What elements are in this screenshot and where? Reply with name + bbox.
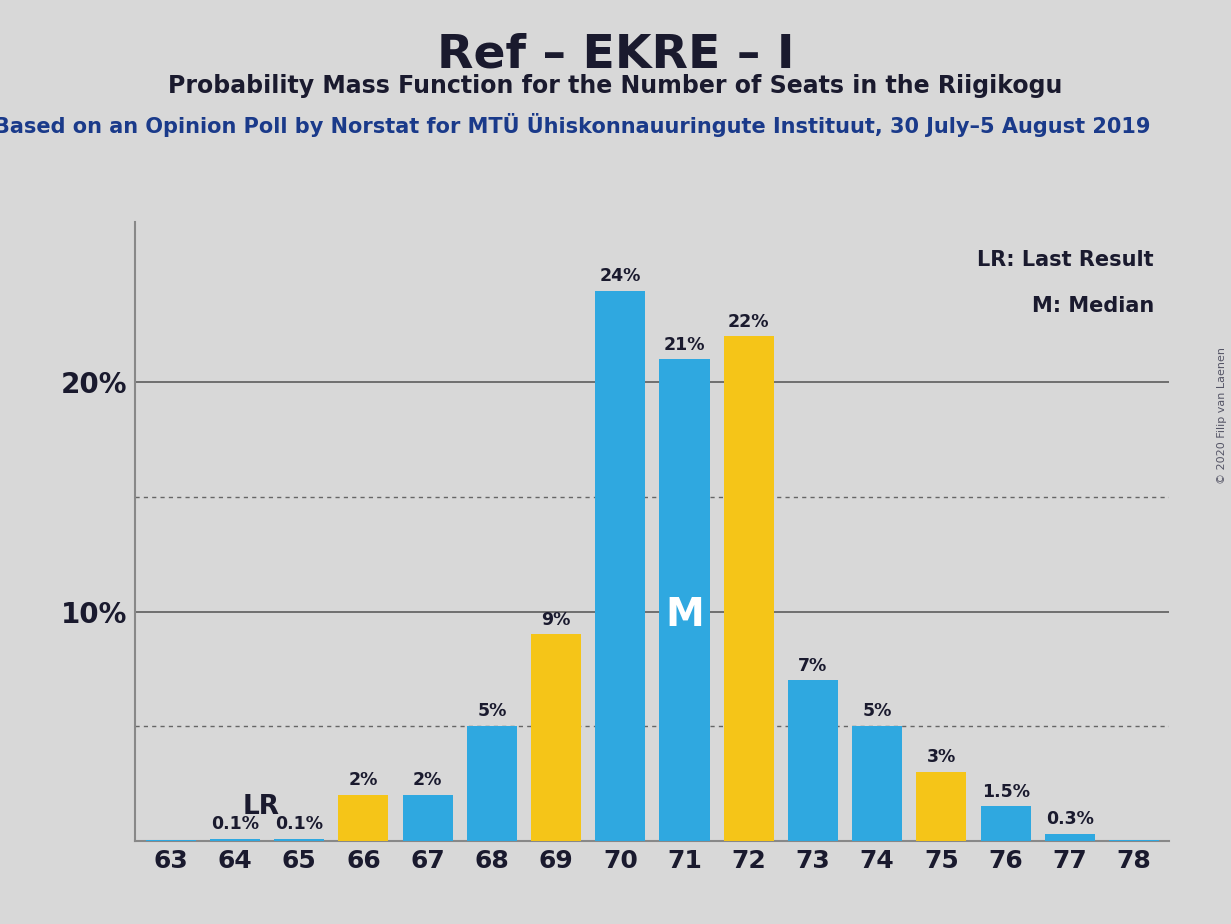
Text: 9%: 9%: [542, 611, 571, 628]
Text: Ref – EKRE – I: Ref – EKRE – I: [437, 32, 794, 78]
Text: Based on an Opinion Poll by Norstat for MTÜ Ühiskonnauuringute Instituut, 30 Jul: Based on an Opinion Poll by Norstat for …: [0, 113, 1150, 137]
Text: 5%: 5%: [863, 702, 892, 721]
Text: M: Median: M: Median: [1032, 296, 1153, 316]
Text: © 2020 Filip van Laenen: © 2020 Filip van Laenen: [1217, 347, 1227, 484]
Bar: [403, 795, 453, 841]
Bar: [916, 772, 966, 841]
Text: 0.1%: 0.1%: [276, 815, 324, 833]
Text: 24%: 24%: [599, 267, 641, 285]
Text: LR: LR: [243, 795, 279, 821]
Text: 7%: 7%: [799, 657, 827, 675]
Text: M: M: [665, 596, 704, 634]
Text: 0.1%: 0.1%: [211, 815, 259, 833]
Text: 22%: 22%: [728, 312, 769, 331]
Bar: [852, 726, 902, 841]
Text: 0.3%: 0.3%: [1046, 810, 1094, 828]
Text: 3%: 3%: [927, 748, 956, 766]
Bar: [145, 840, 196, 841]
Bar: [1109, 840, 1160, 841]
Text: 2%: 2%: [348, 772, 378, 789]
Bar: [788, 680, 838, 841]
Text: 21%: 21%: [664, 335, 705, 354]
Text: 2%: 2%: [412, 772, 442, 789]
Bar: [531, 635, 581, 841]
Bar: [339, 795, 389, 841]
Bar: [596, 290, 645, 841]
Text: Probability Mass Function for the Number of Seats in the Riigikogu: Probability Mass Function for the Number…: [169, 74, 1062, 98]
Bar: [211, 839, 260, 841]
Bar: [275, 839, 324, 841]
Bar: [981, 807, 1030, 841]
Bar: [467, 726, 517, 841]
Bar: [660, 359, 709, 841]
Bar: [724, 336, 774, 841]
Text: 1.5%: 1.5%: [981, 783, 1029, 801]
Text: LR: Last Result: LR: Last Result: [977, 249, 1153, 270]
Bar: [1045, 834, 1094, 841]
Text: 5%: 5%: [478, 702, 506, 721]
